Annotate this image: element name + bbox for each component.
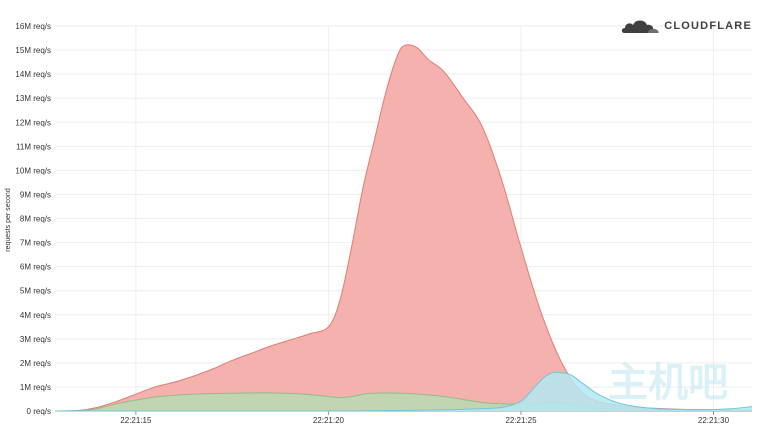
- y-tick-label: 10M req/s: [15, 166, 51, 175]
- y-tick-label: 14M req/s: [15, 70, 51, 79]
- y-tick-label: 16M req/s: [15, 22, 51, 31]
- y-tick-label: 2M req/s: [20, 359, 51, 368]
- x-tick-label: 22:21:20: [313, 416, 345, 425]
- y-tick-label: 12M req/s: [15, 118, 51, 127]
- y-axis-label: requests per second: [5, 188, 12, 252]
- cloudflare-cloud-icon: [622, 20, 659, 33]
- y-tick-label: 6M req/s: [20, 263, 51, 272]
- series-area-red: [55, 44, 752, 411]
- chart-series-areas: [54, 44, 753, 412]
- y-tick-label: 5M req/s: [20, 287, 51, 296]
- x-tick-label: 22:21:30: [698, 416, 730, 425]
- x-axis-tick-labels: 22:21:15 22:21:20 22:21:25 22:21:30: [120, 416, 729, 425]
- cloudflare-wordmark: CLOUDFLARE: [664, 20, 752, 32]
- series-area-blue: [55, 372, 752, 411]
- y-tick-label: 4M req/s: [20, 311, 51, 320]
- y-tick-label: 7M req/s: [20, 239, 51, 248]
- y-tick-label: 11M req/s: [16, 142, 51, 151]
- y-axis-tick-labels: 0 req/s 1M req/s 2M req/s 3M req/s 4M req/s 5…: [15, 22, 51, 416]
- y-tick-label: 8M req/s: [20, 215, 51, 224]
- watermark: 主机吧: [608, 360, 728, 406]
- cloudflare-logo: CLOUDFLARE: [620, 16, 752, 36]
- y-tick-label: 3M req/s: [20, 335, 51, 344]
- series-area-blue-line: [54, 371, 753, 412]
- x-tick-label: 22:21:25: [505, 416, 537, 425]
- y-tick-label: 13M req/s: [15, 94, 51, 103]
- x-tick-label: 22:21:15: [120, 416, 152, 425]
- y-tick-label: 9M req/s: [20, 190, 51, 199]
- y-tick-label: 0 req/s: [27, 407, 51, 416]
- y-tick-label: 1M req/s: [20, 383, 51, 392]
- y-tick-label: 15M req/s: [15, 46, 51, 55]
